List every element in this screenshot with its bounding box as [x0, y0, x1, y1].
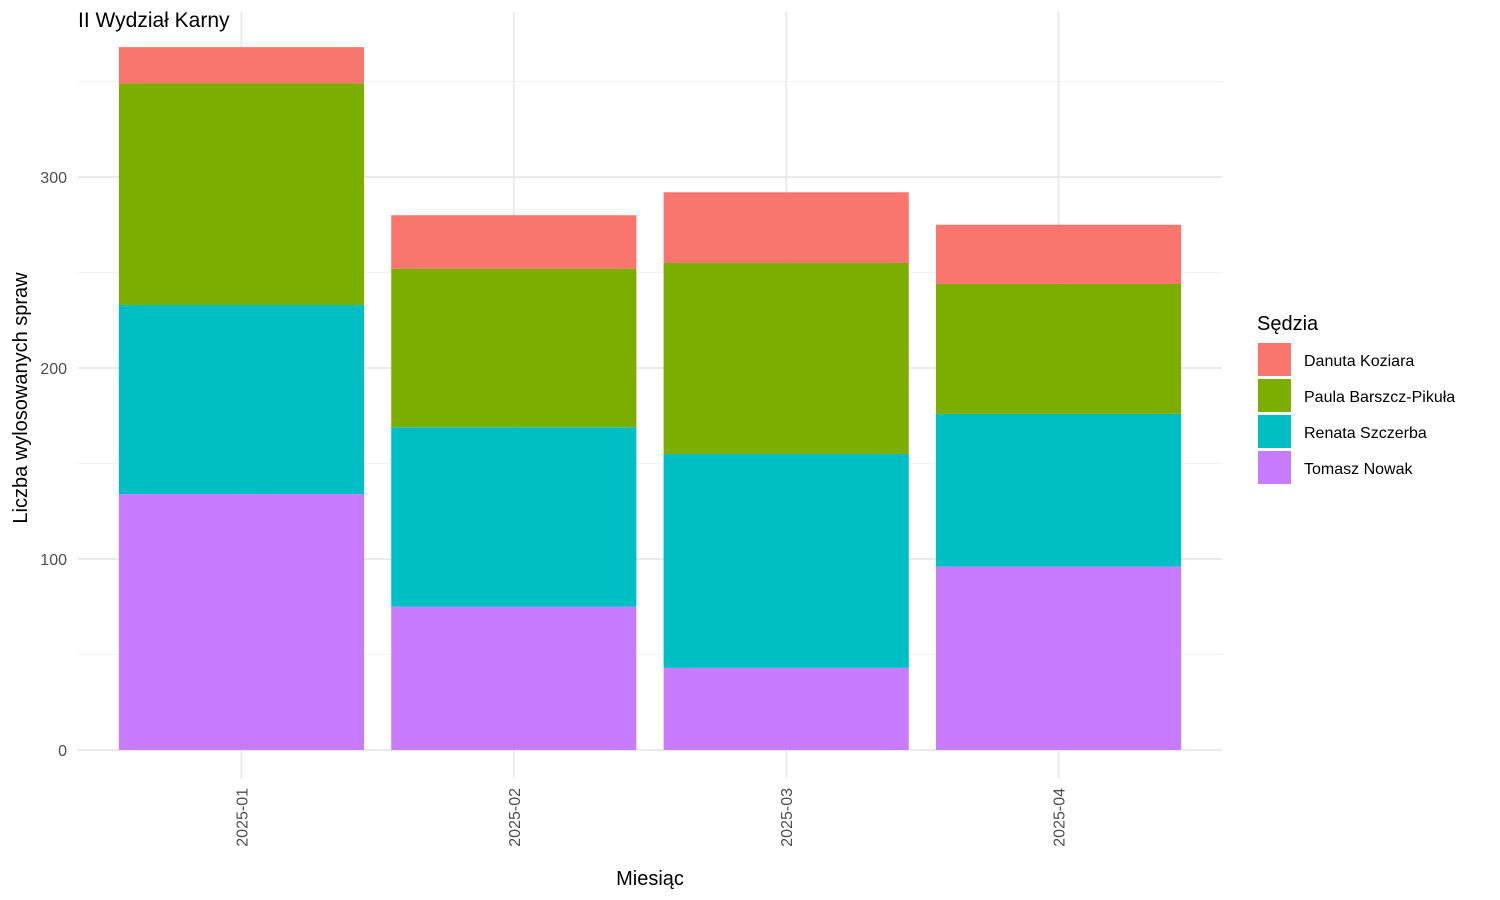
- x-axis-ticks: 2025-01 2025-02 2025-03 2025-04: [234, 788, 1068, 847]
- legend-key: [1258, 343, 1291, 376]
- bar-segment-2025-03-paula-barszcz-piku-a: [663, 262, 909, 454]
- chart-title: II Wydział Karny: [78, 9, 230, 32]
- bar-segment-2025-01-danuta-koziara: [118, 47, 364, 84]
- bar-segment-2025-03-renata-szczerba: [663, 453, 909, 668]
- legend-label: Renata Szczerba: [1304, 425, 1427, 442]
- legend-label: Danuta Koziara: [1304, 353, 1414, 370]
- legend-label: Tomasz Nowak: [1304, 461, 1413, 478]
- x-tick-label: 2025-02: [507, 788, 524, 847]
- x-tick-label: 2025-03: [779, 788, 796, 847]
- bar-segment-2025-03-danuta-koziara: [663, 192, 909, 263]
- y-tick-label: 0: [58, 743, 67, 760]
- legend-label: Paula Barszcz-Pikuła: [1304, 389, 1455, 406]
- x-axis-title: Miesiąc: [616, 868, 684, 890]
- legend: Sędzia Danuta Koziara Paula Barszcz-Pikuł…: [1257, 313, 1455, 484]
- bar-segment-2025-04-renata-szczerba: [936, 413, 1182, 567]
- y-axis-title: Liczba wylosowanych spraw: [10, 272, 32, 524]
- bar-segment-2025-03-tomasz-nowak: [663, 667, 909, 750]
- x-tick-label: 2025-04: [1052, 788, 1069, 847]
- y-tick-label: 300: [40, 170, 67, 187]
- bar-segment-2025-02-tomasz-nowak: [391, 606, 637, 750]
- bar-segment-2025-04-paula-barszcz-piku-a: [936, 283, 1182, 414]
- bar-segment-2025-04-danuta-koziara: [936, 224, 1182, 284]
- bar-segment-2025-02-danuta-koziara: [391, 215, 637, 269]
- y-tick-label: 100: [40, 552, 67, 569]
- y-axis-ticks: 0 100 200 300: [40, 170, 67, 760]
- bar-segment-2025-04-tomasz-nowak: [936, 566, 1182, 750]
- bar-segment-2025-02-paula-barszcz-piku-a: [391, 268, 637, 428]
- legend-title: Sędzia: [1257, 313, 1319, 335]
- legend-key: [1258, 379, 1291, 412]
- x-tick-label: 2025-01: [234, 788, 251, 847]
- bar-segment-2025-01-paula-barszcz-piku-a: [118, 83, 364, 305]
- bar-segment-2025-02-renata-szczerba: [391, 427, 637, 607]
- bar-segment-2025-01-renata-szczerba: [118, 304, 364, 495]
- y-tick-label: 200: [40, 361, 67, 378]
- bars: [118, 47, 1182, 750]
- legend-key: [1258, 415, 1291, 448]
- legend-key: [1258, 451, 1291, 484]
- bar-segment-2025-01-tomasz-nowak: [118, 494, 364, 750]
